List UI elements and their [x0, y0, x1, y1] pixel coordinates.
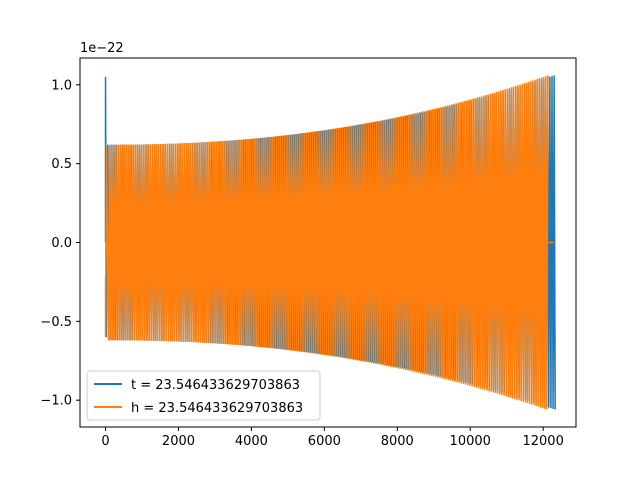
y-tick-label: −0.5	[40, 315, 72, 330]
x-tick-label: 0	[101, 434, 109, 449]
y-scale-label: 1e−22	[80, 41, 124, 56]
legend-box	[86, 370, 321, 421]
x-tick-label: 6000	[308, 434, 341, 449]
legend-label-h: h = 23.546433629703863	[131, 401, 303, 416]
series-group	[104, 75, 556, 410]
legend: t = 23.546433629703863 h = 23.5464336297…	[86, 370, 321, 421]
x-tick-label: 10000	[450, 434, 491, 449]
x-tick-label: 8000	[381, 434, 414, 449]
y-tick-label: 0.5	[51, 157, 72, 172]
y-tick-label: 1.0	[51, 78, 72, 93]
legend-label-t: t = 23.546433629703863	[131, 378, 300, 393]
x-axis: 0 2000 4000 6000 8000 10000 12000	[101, 427, 564, 449]
y-tick-label: 0.0	[51, 236, 72, 251]
x-tick-label: 2000	[162, 434, 195, 449]
x-tick-label: 12000	[522, 434, 563, 449]
y-tick-label: −1.0	[40, 394, 72, 409]
x-tick-label: 4000	[235, 434, 268, 449]
y-axis: 1.0 0.5 0.0 −0.5 −1.0	[40, 78, 80, 409]
series-line-h	[104, 75, 555, 410]
